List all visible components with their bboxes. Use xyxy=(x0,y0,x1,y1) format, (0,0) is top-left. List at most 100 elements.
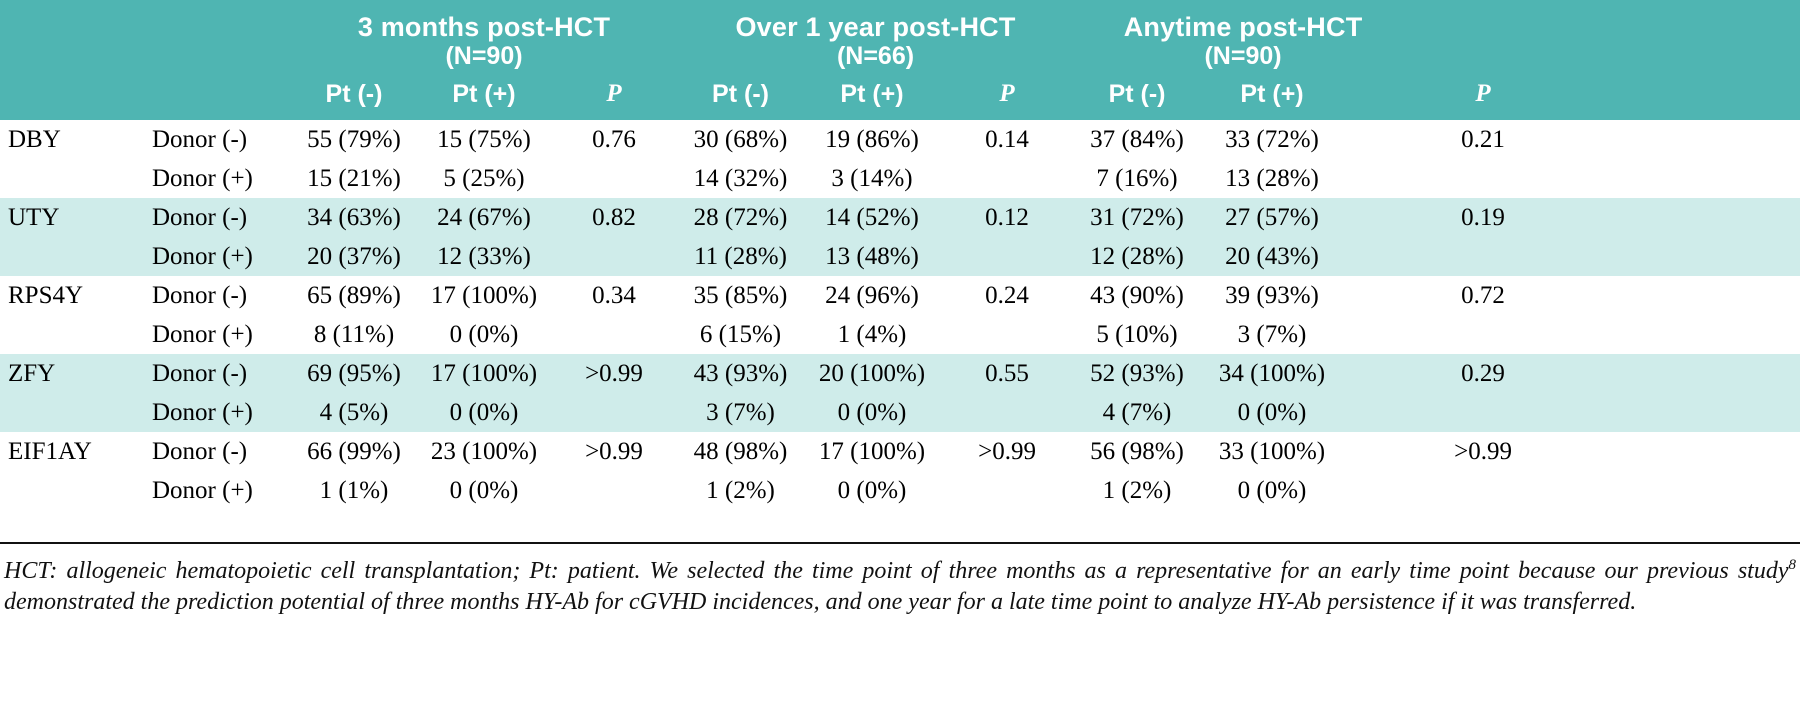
count-cell: 0 (0%) xyxy=(837,476,907,504)
count-cell: 39 (93%) xyxy=(1225,281,1319,309)
count-cell: 3 (7%) xyxy=(678,393,804,432)
p-value xyxy=(1343,159,1623,198)
count-cell: 43 (90%) xyxy=(1090,281,1184,309)
table-row-zfy-donor-neg: ZFY Donor (-) 69 (95%) 17 (100%) >0.99 43 (93… xyxy=(0,354,1800,393)
gene-name xyxy=(0,237,140,276)
gene-name xyxy=(0,471,140,510)
footnote: HCT: allogeneic hematopoietic cell trans… xyxy=(4,556,1796,618)
subheader-pt-neg: Pt (-) xyxy=(1073,80,1202,120)
subheader-p: P xyxy=(941,80,1074,120)
p-value xyxy=(941,393,1074,432)
count-cell: 1 (2%) xyxy=(706,476,775,504)
table-row-dby-donor-pos: Donor (+) 15 (21%) 5 (25%) 14 (32%) 3 (14%) 7… xyxy=(0,159,1800,198)
count-cell: 8 (11%) xyxy=(313,320,395,348)
table-row-rps4y-donor-pos: Donor (+) 8 (11%) 0 (0%) 6 (15%) 1 (4%) 5 (10… xyxy=(0,315,1800,354)
count-cell: 24 (67%) xyxy=(418,198,550,237)
p-value: 0.24 xyxy=(985,281,1029,309)
gene-name: UTY xyxy=(0,198,140,237)
group-sample-size: (N=90) xyxy=(445,42,523,70)
count-cell: 0 (0%) xyxy=(1237,476,1307,504)
p-value xyxy=(1343,393,1624,432)
p-value xyxy=(550,393,679,432)
p-value: 0.72 xyxy=(1461,281,1505,309)
count-cell: 6 (15%) xyxy=(699,320,782,348)
spacer-cell xyxy=(1623,315,1800,354)
table-row-eif1ay-donor-pos: Donor (+) 1 (1%) 0 (0%) 1 (2%) 0 (0%) 1 (2%) 0… xyxy=(0,471,1800,510)
count-cell: 1 (4%) xyxy=(837,320,907,348)
count-cell: 31 (72%) xyxy=(1073,198,1202,237)
count-cell: 14 (32%) xyxy=(693,164,788,192)
count-cell: 1 (2%) xyxy=(1102,476,1172,504)
p-value: 0.34 xyxy=(592,281,636,309)
count-cell: 3 (7%) xyxy=(1237,320,1307,348)
count-cell: 17 (100%) xyxy=(430,281,538,309)
header-spacer xyxy=(1623,0,1800,80)
count-cell: 20 (37%) xyxy=(290,237,418,276)
count-cell: 33 (72%) xyxy=(1225,125,1319,153)
table-header: 3 months post-HCT (N=90) Over 1 year pos… xyxy=(0,0,1800,120)
count-cell: 12 (33%) xyxy=(418,237,550,276)
count-cell: 17 (100%) xyxy=(418,354,550,393)
count-cell: 48 (98%) xyxy=(693,437,788,465)
spacer-cell xyxy=(1623,432,1800,471)
count-cell: 52 (93%) xyxy=(1073,354,1202,393)
p-value xyxy=(941,315,1073,354)
p-value: 0.12 xyxy=(941,198,1074,237)
p-value xyxy=(941,159,1073,198)
count-cell: 4 (7%) xyxy=(1073,393,1202,432)
donor-label: Donor (+) xyxy=(140,393,290,432)
count-cell: 5 (25%) xyxy=(443,164,525,192)
count-cell: 13 (28%) xyxy=(1225,164,1319,192)
subheader-pt-pos: Pt (+) xyxy=(418,80,550,120)
count-cell: 37 (84%) xyxy=(1090,125,1184,153)
donor-label: Donor (+) xyxy=(152,476,253,504)
count-cell: 1 (1%) xyxy=(319,476,389,504)
count-cell: 0 (0%) xyxy=(449,320,519,348)
table-row-zfy-donor-pos: Donor (+) 4 (5%) 0 (0%) 3 (7%) 0 (0%) 4 (7%) 0… xyxy=(0,393,1800,432)
subheader-p: P xyxy=(550,80,679,120)
count-cell: 12 (28%) xyxy=(1073,237,1202,276)
subheader-pt-pos: Pt (+) xyxy=(1201,80,1344,120)
count-cell: 7 (16%) xyxy=(1096,164,1178,192)
group-header-over-1-year: Over 1 year post-HCT (N=66) xyxy=(678,0,1074,80)
group-sample-size: (N=90) xyxy=(1204,42,1282,70)
p-value: 0.29 xyxy=(1343,354,1624,393)
table-row-uty-donor-pos: Donor (+) 20 (37%) 12 (33%) 11 (28%) 13 (48%… xyxy=(0,237,1800,276)
count-cell: 30 (68%) xyxy=(693,125,788,153)
donor-label: Donor (-) xyxy=(140,198,290,237)
donor-label: Donor (-) xyxy=(152,437,248,465)
footnote-text-end: demonstrated the prediction potential of… xyxy=(4,589,1637,615)
donor-label: Donor (+) xyxy=(140,237,290,276)
count-cell: 19 (86%) xyxy=(825,125,919,153)
table-row-eif1ay-donor-neg: EIF1AY Donor (-) 66 (99%) 23 (100%) >0.99 48 … xyxy=(0,432,1800,471)
count-cell: 43 (93%) xyxy=(678,354,804,393)
spacer-cell xyxy=(1623,159,1800,198)
count-cell: 28 (72%) xyxy=(678,198,804,237)
p-value xyxy=(550,237,679,276)
donor-label: Donor (+) xyxy=(152,164,253,192)
group-title: Anytime post-HCT xyxy=(1123,12,1363,42)
footnote-reference-superscript: 8 xyxy=(1788,557,1797,573)
header-spacer xyxy=(1623,80,1800,120)
p-value xyxy=(550,471,678,510)
p-value: >0.99 xyxy=(978,437,1036,465)
table-row-dby-donor-neg: DBY Donor (-) 55 (79%) 15 (75%) 0.76 30 (68%)… xyxy=(0,120,1800,159)
p-value xyxy=(1343,471,1623,510)
spacer-cell xyxy=(1623,276,1800,315)
spacer-cell xyxy=(1623,354,1800,393)
gene-name: DBY xyxy=(8,125,61,153)
gene-name xyxy=(0,393,140,432)
p-value: >0.99 xyxy=(550,354,679,393)
divider-line xyxy=(0,542,1800,544)
count-cell: 15 (75%) xyxy=(437,125,531,153)
spacer-cell xyxy=(1623,237,1800,276)
count-cell: 27 (57%) xyxy=(1201,198,1344,237)
subheader-p: P xyxy=(1343,80,1624,120)
group-sample-size: (N=66) xyxy=(836,42,915,70)
p-value xyxy=(1343,315,1623,354)
count-cell: 34 (100%) xyxy=(1201,354,1344,393)
group-header-row: 3 months post-HCT (N=90) Over 1 year pos… xyxy=(0,0,1800,80)
subheader-pt-pos: Pt (+) xyxy=(803,80,942,120)
count-cell: 34 (63%) xyxy=(290,198,418,237)
donor-label: Donor (-) xyxy=(152,281,248,309)
